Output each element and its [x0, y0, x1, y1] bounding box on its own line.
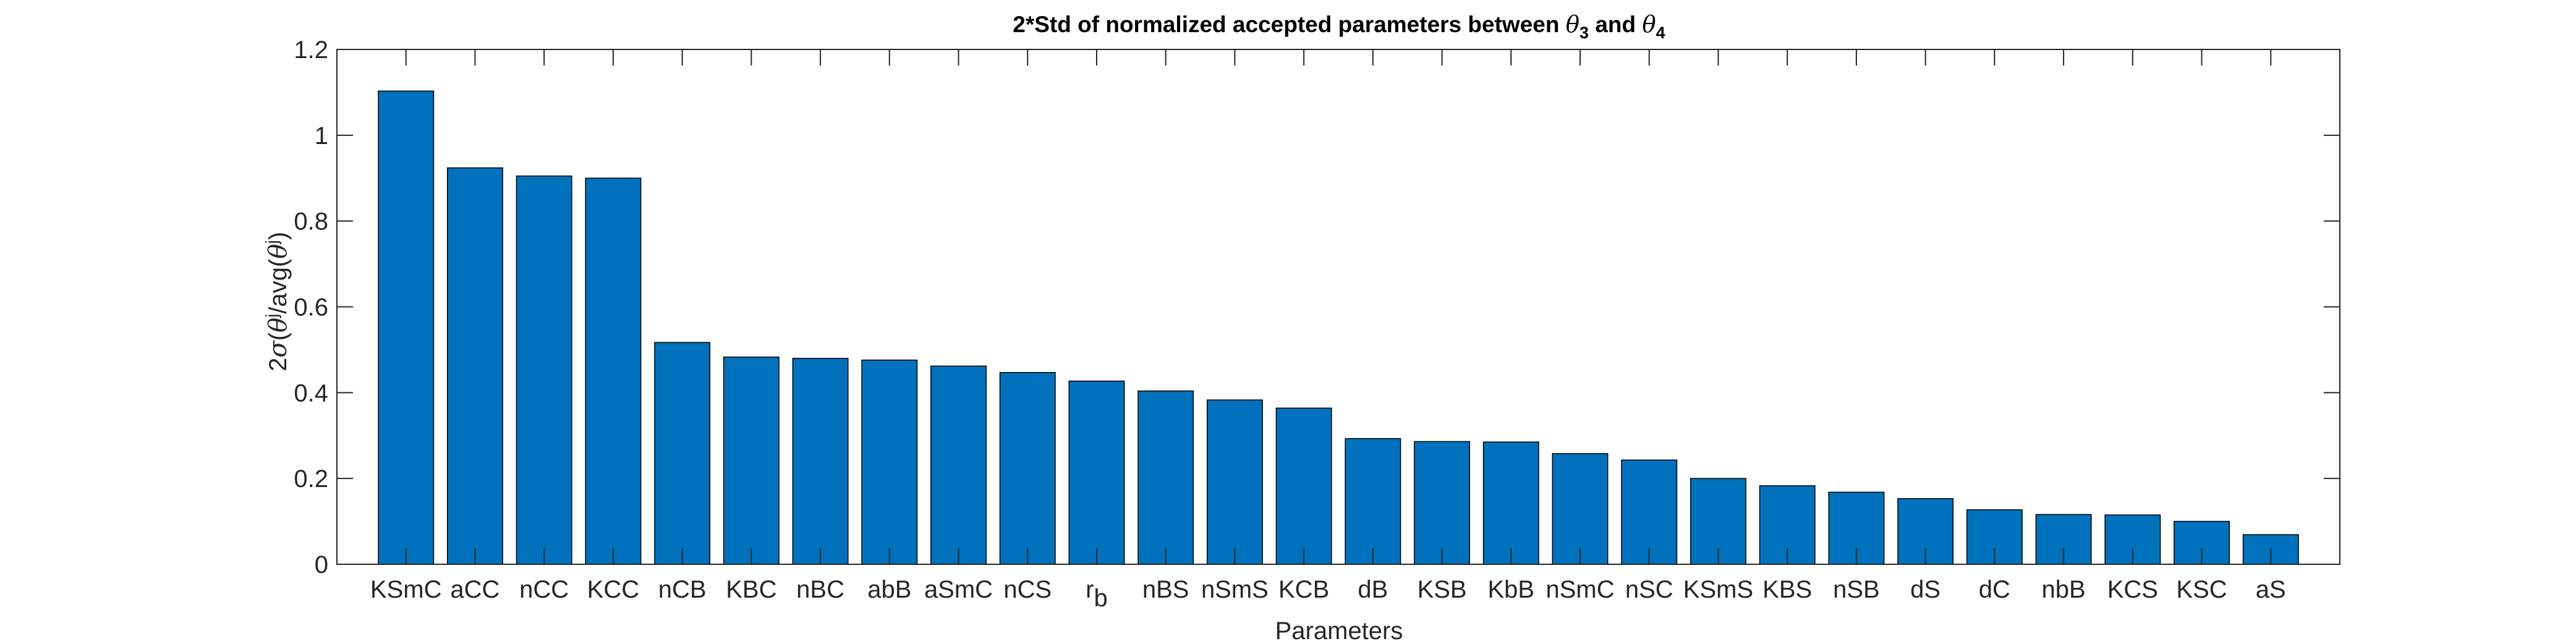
x-tick-label: nCS: [1003, 576, 1052, 603]
x-tick-label: nSmC: [1545, 576, 1614, 603]
y-tick-label: 0.4: [294, 379, 328, 407]
y-tick-label: 1: [315, 122, 328, 150]
x-tick-label: abB: [867, 576, 911, 603]
x-tick-label: KSmS: [1683, 576, 1753, 603]
x-tick-label: nBC: [796, 576, 844, 603]
x-tick-label: nbB: [2042, 576, 2086, 603]
x-tick-label: KSC: [2176, 576, 2227, 603]
bar-asmc: [930, 365, 987, 565]
x-tick-label: nCB: [658, 576, 707, 603]
x-tick-label: nSB: [1833, 576, 1880, 603]
x-tick-label: KBC: [726, 576, 776, 603]
chart-title: 2*Std of normalized accepted parameters …: [1013, 11, 1665, 42]
x-tick-label: nCC: [519, 576, 569, 603]
bar-nbs: [1137, 390, 1194, 565]
bar-ksmc: [378, 90, 435, 565]
y-tick-label: 0.6: [294, 294, 328, 321]
bar-ncb: [654, 342, 711, 565]
x-tick-label: aSmC: [924, 576, 993, 603]
x-tick-label: aCC: [450, 576, 499, 603]
x-tick-label: aS: [2256, 576, 2286, 603]
x-tick-label: KbB: [1488, 576, 1535, 603]
bar-r-b: [1068, 380, 1125, 565]
x-tick-label: dB: [1358, 576, 1388, 603]
x-tick-label: KCS: [2107, 576, 2158, 603]
y-tick-label: 0: [315, 551, 328, 578]
bar-kcb: [1275, 407, 1332, 565]
bar-nsmc: [1552, 453, 1609, 565]
x-tick-label: KSB: [1418, 576, 1467, 603]
x-tick-label: KCC: [587, 576, 639, 603]
bar-ksb: [1414, 441, 1471, 565]
bar-kbb: [1482, 441, 1539, 565]
y-tick-label: 1.2: [294, 36, 328, 64]
bar-acc: [447, 167, 503, 565]
x-tick-label: nSC: [1625, 576, 1673, 603]
x-tick-label: KSmC: [370, 576, 442, 603]
bar-kcc: [585, 177, 642, 565]
x-tick-label: nSmS: [1201, 576, 1269, 603]
y-tick-label: 0.8: [294, 208, 328, 235]
bar-nsc: [1621, 459, 1678, 565]
x-tick-label: nBS: [1142, 576, 1189, 603]
bar-nsms: [1206, 399, 1263, 565]
plot-area: 0 0.2 0.4 0.6 0.8 1 1.2 KSmC aCC nCC KCC nCB KBC nBC a…: [294, 36, 2340, 612]
x-tick-label: KCB: [1278, 576, 1329, 603]
x-tick-label: dS: [1910, 576, 1941, 603]
bar-abb: [861, 359, 918, 565]
x-tick-label: dC: [1979, 576, 2010, 603]
x-axis-label: Parameters: [1275, 617, 1403, 644]
bar-ncs: [999, 371, 1056, 565]
x-tick-label: rb: [1086, 576, 1108, 612]
bar-kbc: [723, 356, 780, 565]
y-axis-label: 2σ(θj/avg(θj): [262, 232, 292, 371]
bar-ncc: [516, 176, 572, 565]
bar-db: [1345, 438, 1401, 565]
x-tick-label: KBS: [1762, 576, 1812, 603]
y-tick-label: 0.2: [294, 465, 328, 493]
bar-nbc: [792, 358, 849, 565]
bar-kbs: [1759, 485, 1816, 565]
